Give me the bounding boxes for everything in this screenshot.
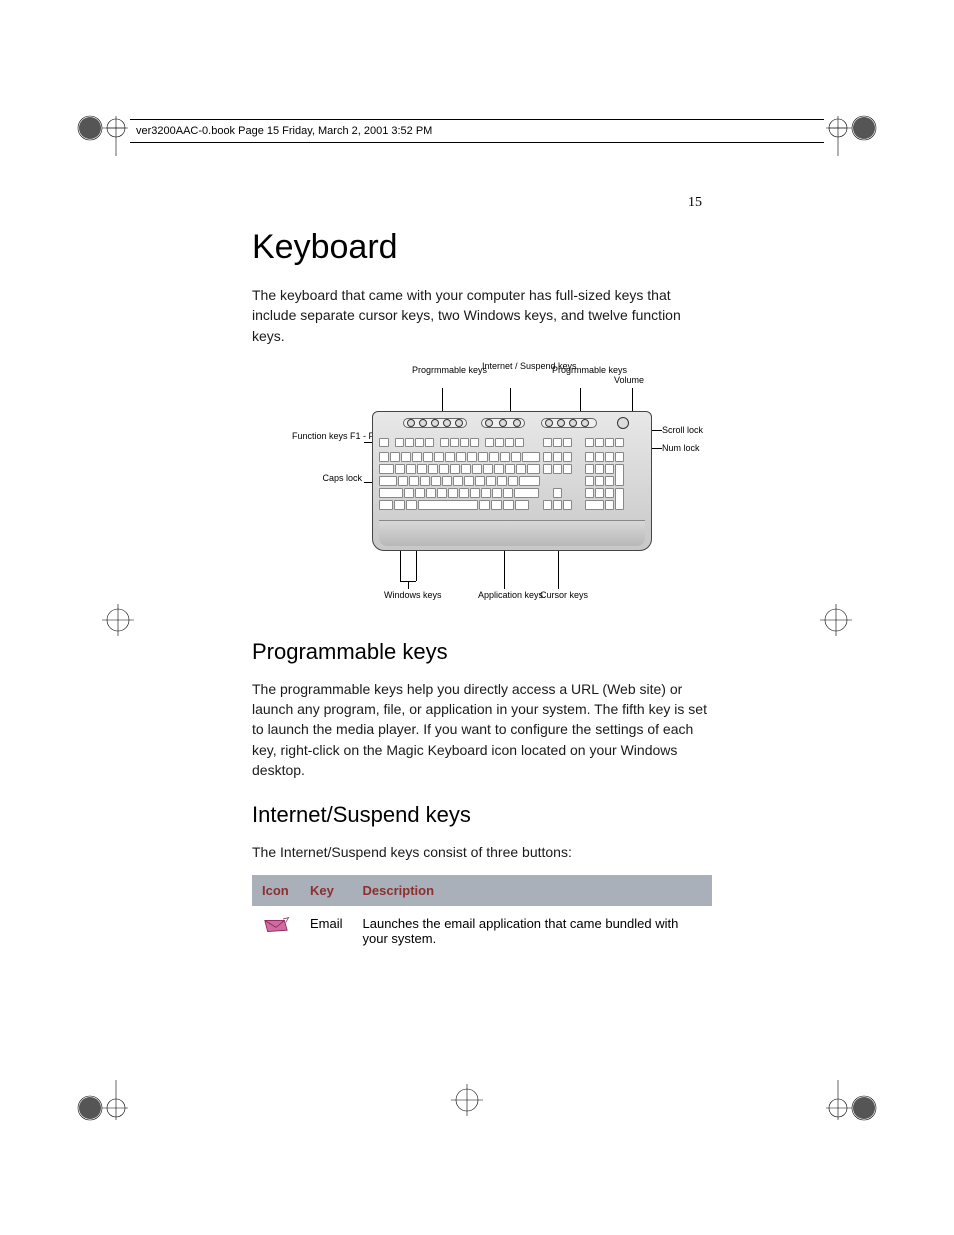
diagram-label: Caps lock [312, 474, 362, 484]
diagram-label: Application keys [478, 591, 532, 601]
page-title: Keyboard [252, 228, 712, 267]
crop-mark-icon [447, 1080, 487, 1120]
table-cell-icon [252, 906, 300, 956]
header-text: ver3200AAC-0.book Page 15 Friday, March … [136, 125, 432, 137]
crop-mark-icon [98, 600, 138, 640]
page-content: Keyboard The keyboard that came with you… [252, 228, 712, 956]
diagram-label: Cursor keys [540, 591, 580, 601]
table-header-row: IconKeyDescription [252, 875, 712, 906]
crop-mark-icon [826, 1080, 882, 1136]
table-column-header: Key [300, 875, 353, 906]
diagram-label: Scroll lock [662, 426, 703, 436]
table-cell-description: Launches the email application that came… [353, 906, 712, 956]
diagram-label: Volume [614, 376, 644, 386]
crop-mark-icon [816, 600, 856, 640]
email-icon [262, 916, 290, 936]
diagram-label: Windows keys [384, 591, 434, 601]
diagram-label: Num lock [662, 444, 700, 454]
section-heading: Internet/Suspend keys [252, 802, 712, 828]
table-row: EmailLaunches the email application that… [252, 906, 712, 956]
table-cell-key: Email [300, 906, 353, 956]
diagram-label: Progrmmable keys [552, 366, 612, 376]
section-heading: Programmable keys [252, 639, 712, 665]
diagram-label: Internet / Suspend keys [482, 362, 542, 372]
diagram-label: Progrmmable keys [412, 366, 472, 376]
keys-table: IconKeyDescription EmailLaunches the ema… [252, 875, 712, 956]
crop-mark-icon [826, 100, 882, 156]
keyboard-illustration [372, 411, 652, 551]
body-paragraph: The programmable keys help you directly … [252, 679, 712, 780]
table-column-header: Description [353, 875, 712, 906]
body-paragraph: The Internet/Suspend keys consist of thr… [252, 842, 712, 862]
page-header: ver3200AAC-0.book Page 15 Friday, March … [130, 119, 824, 143]
table-column-header: Icon [252, 875, 300, 906]
intro-paragraph: The keyboard that came with your compute… [252, 285, 712, 346]
crop-mark-icon [72, 100, 128, 156]
crop-mark-icon [72, 1080, 128, 1136]
keyboard-diagram: Progrmmable keys Internet / Suspend keys… [292, 366, 672, 611]
page-number: 15 [688, 195, 702, 211]
diagram-label: Function keys F1 - F12 [292, 432, 362, 442]
